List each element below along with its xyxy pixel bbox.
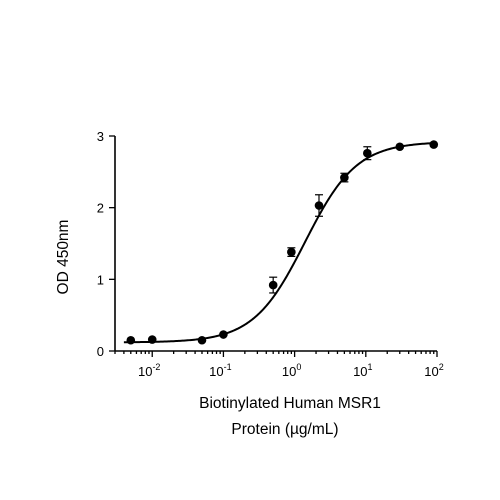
data-point xyxy=(363,148,372,158)
x-tick-base: 10 xyxy=(282,364,296,379)
data-point xyxy=(197,335,207,345)
x-tick-label: 10-2 xyxy=(138,362,160,379)
y-tick-label: 0 xyxy=(97,344,104,359)
data-point xyxy=(147,335,157,344)
x-tick-base: 10 xyxy=(424,364,438,379)
data-point xyxy=(287,247,296,257)
data-point xyxy=(219,330,228,339)
data-point xyxy=(268,280,278,290)
y-tick-label: 3 xyxy=(97,129,104,144)
data-point xyxy=(314,201,324,210)
x-tick-label: 101 xyxy=(353,362,372,379)
fit-curve xyxy=(123,141,438,344)
data-point xyxy=(340,173,349,182)
fit-curve-layer xyxy=(123,141,438,344)
x-tick-exponent: 2 xyxy=(439,362,444,372)
x-tick-exponent: -1 xyxy=(224,362,232,372)
x-tick-exponent: -2 xyxy=(152,362,160,372)
x-tick-base: 10 xyxy=(353,364,367,379)
x-tick-base: 10 xyxy=(209,364,223,379)
y-tick-label: 2 xyxy=(97,201,104,216)
data-point xyxy=(429,140,439,149)
y-tick-label: 1 xyxy=(97,272,104,287)
x-tick-label: 10-1 xyxy=(209,362,231,379)
x-axis-title-line-2: Protein (µg/mL) xyxy=(231,421,338,438)
x-tick-base: 10 xyxy=(138,364,152,379)
x-tick-label: 102 xyxy=(424,362,443,379)
x-axis-title-line-1: Biotinylated Human MSR1 xyxy=(199,395,381,412)
data-point xyxy=(395,142,405,152)
data-point xyxy=(126,335,136,345)
x-tick-label: 100 xyxy=(282,362,301,379)
x-tick-exponent: 0 xyxy=(296,362,301,372)
x-tick-exponent: 1 xyxy=(368,362,373,372)
y-axis-title: OD 450nm xyxy=(55,220,72,295)
data-points-layer xyxy=(126,140,439,345)
